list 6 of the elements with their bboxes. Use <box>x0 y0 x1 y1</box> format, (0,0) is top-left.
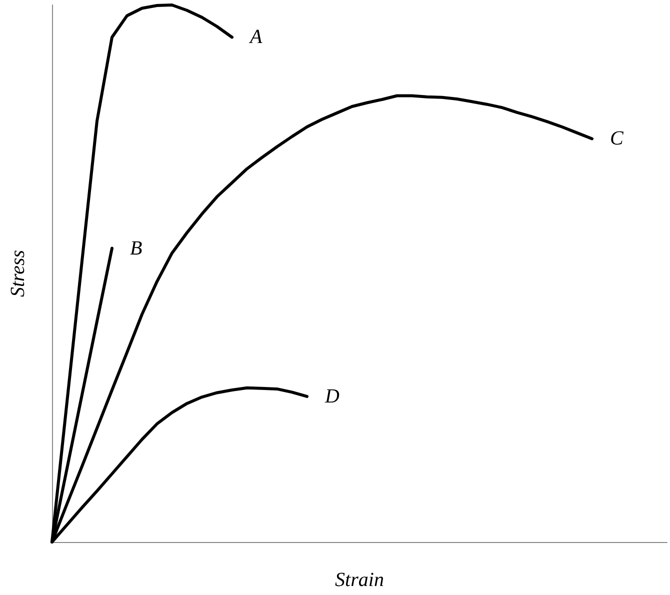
series-label: A <box>248 26 263 48</box>
series-label: C <box>610 128 624 150</box>
series-label: D <box>324 385 340 408</box>
x-axis-title: Strain <box>335 569 384 591</box>
y-axis-title: Stress <box>7 250 29 298</box>
series-label: B <box>130 237 142 260</box>
